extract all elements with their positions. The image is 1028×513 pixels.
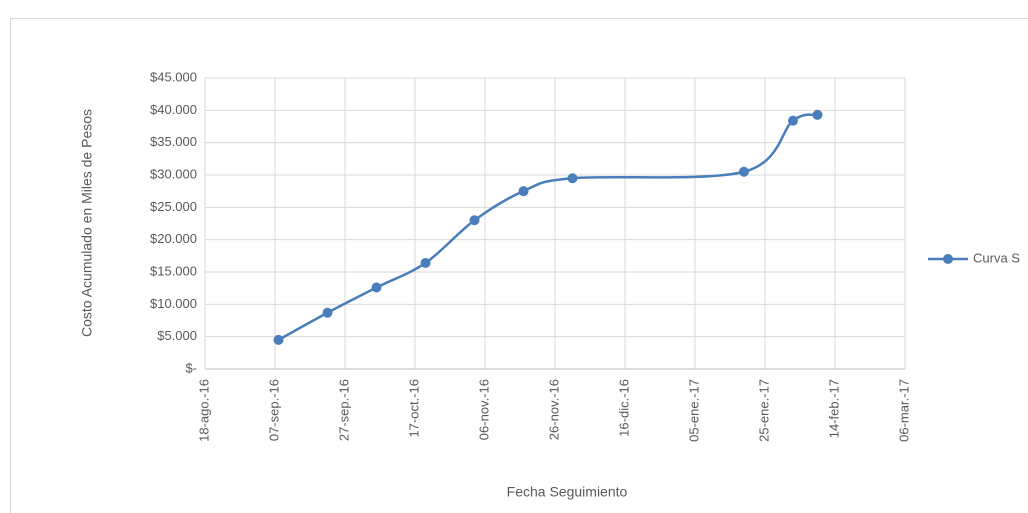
chart-frame [10, 18, 1028, 513]
data-point [788, 115, 798, 126]
data-point [322, 307, 333, 318]
y-tick-label: $5.000 [157, 328, 197, 343]
x-tick-label: 16-dic.-16 [616, 379, 631, 437]
y-tick-label: $30.000 [150, 166, 197, 181]
data-point [273, 334, 284, 345]
x-axis-label: Fecha Seguimiento [507, 484, 628, 500]
y-tick-label: $10.000 [150, 296, 197, 311]
data-point [739, 166, 749, 177]
data-point [518, 186, 529, 197]
data-point [812, 109, 823, 120]
x-tick-label: 25-ene.-17 [756, 379, 771, 442]
y-tick-label: $25.000 [150, 199, 197, 214]
x-tick-label: 18-ago.-16 [196, 379, 211, 442]
x-tick-label: 06-mar.-17 [896, 379, 911, 442]
x-tick-label: 06-nov.-16 [476, 379, 491, 440]
x-tick-label: 14-feb.-17 [826, 379, 841, 438]
x-tick-label: 26-nov.-16 [546, 379, 561, 440]
y-tick-label: $20.000 [150, 231, 197, 246]
legend-label: Curva S [973, 250, 1020, 265]
y-tick-label: $40.000 [150, 102, 197, 117]
x-tick-label: 05-ene.-17 [686, 379, 701, 442]
y-tick-label: $45.000 [150, 69, 197, 84]
x-tick-label: 27-sep.-16 [336, 379, 351, 441]
data-point [420, 257, 431, 268]
legend-marker [943, 254, 953, 264]
data-point [371, 282, 382, 293]
y-tick-label: $35.000 [150, 134, 197, 149]
x-tick-label: 17-oct.-16 [406, 379, 421, 438]
x-tick-label: 07-sep.-16 [266, 379, 281, 441]
data-point [567, 173, 578, 184]
data-point [469, 215, 480, 226]
y-tick-label: $15.000 [150, 263, 197, 278]
y-tick-label: $- [185, 360, 197, 375]
y-axis-label: Costo Acumulado en Miles de Pesos [79, 109, 95, 337]
